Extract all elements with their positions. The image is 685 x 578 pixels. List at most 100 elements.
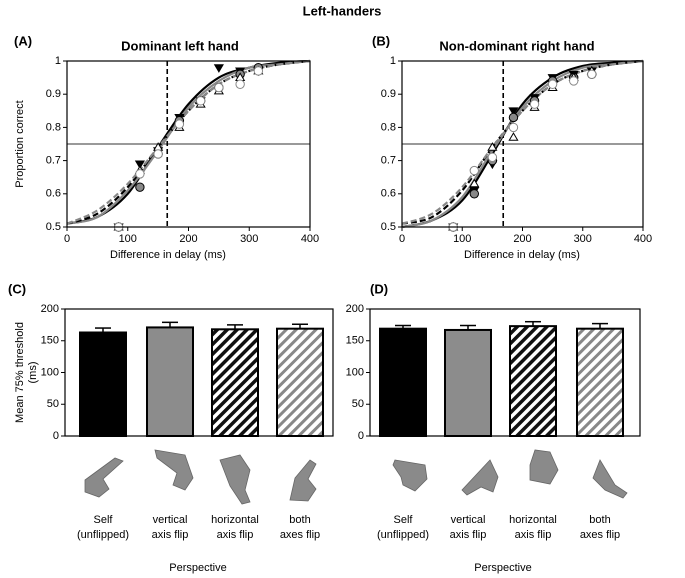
x-tick-label: 200 [179,233,197,245]
y-tick-label: 0.5 [46,221,61,233]
x-tick-label: 100 [119,233,137,245]
data-point [469,178,480,188]
data-point [487,142,498,151]
category-label: both [289,514,310,526]
fit-curve [401,59,644,225]
y-tick-label: 0.6 [46,188,61,200]
y-axis-label: Proportion correct [14,100,26,187]
data-point [213,64,224,73]
y-tick-label: 200 [41,303,59,315]
y-tick-label: 50 [352,398,364,410]
x-tick-label: 0 [399,233,405,245]
y-tick-label: 0.6 [381,188,396,200]
plot-frame [401,60,644,228]
panel-label: (B) [372,33,390,48]
bar [509,325,557,437]
category-label: axis flip [152,529,189,541]
category-label: Self [94,514,114,526]
y-tick-label: 150 [346,335,364,347]
x-tick-label: 100 [453,233,471,245]
x-tick-label: 400 [634,233,652,245]
data-point [469,165,479,176]
data-point [214,82,224,93]
figure-title: Left-handers [303,3,382,18]
data-point [508,122,519,133]
panel-label: (C) [8,281,26,296]
x-axis-label: Difference in delay (ms) [464,249,580,261]
panel-label: (A) [14,33,32,48]
y-tick-label: 0.9 [381,88,396,100]
data-point [135,182,145,192]
category-label: vertical [153,514,188,526]
bar [146,326,194,438]
category-label: vertical [451,514,486,526]
category-label: both [589,514,610,526]
bar [379,327,427,437]
y-axis-label: Mean 75% threshold [14,322,26,423]
data-point [547,79,558,89]
x-tick-label: 200 [513,233,531,245]
x-tick-label: 300 [574,233,592,245]
y-axis-label: (ms) [27,362,39,384]
data-point [529,99,540,109]
data-point [508,132,519,141]
data-point [135,169,145,179]
category-label: (unflipped) [77,529,129,541]
y-tick-label: 0.8 [46,121,61,133]
y-tick-label: 150 [41,335,59,347]
data-point [469,189,479,199]
y-tick-label: 0.7 [381,155,396,167]
hand-icons [84,449,628,505]
x-tick-label: 300 [240,233,258,245]
data-point [235,79,245,89]
bar [276,327,324,437]
fit-curve [401,59,644,225]
x-tick-label: 0 [64,233,70,245]
category-label: Self [394,514,414,526]
bar [79,331,127,437]
y-tick-label: 1 [390,55,396,67]
y-tick-label: 50 [47,398,59,410]
category-label: horizontal [509,514,557,526]
fit-curve [66,59,311,225]
data-point [153,149,163,159]
data-point [587,69,597,79]
data-point [174,119,185,129]
category-label: axis flip [217,529,254,541]
y-tick-label: 0.9 [46,88,61,100]
fit-curve [66,59,311,225]
category-label: axes flip [280,529,320,541]
y-tick-label: 0.8 [381,121,396,133]
bar [576,327,624,437]
fit-curve [66,59,311,225]
panel-label: (D) [370,281,388,296]
y-tick-label: 100 [346,366,364,378]
bar [444,328,492,437]
y-tick-label: 100 [41,366,59,378]
category-label: (unflipped) [377,529,429,541]
bar [211,328,259,438]
y-tick-label: 0 [53,430,59,442]
plot-frame [369,308,641,437]
plot-frame [66,60,311,228]
panel-title: Dominant left hand [121,38,239,53]
data-point [569,76,579,86]
panel-title: Non-dominant right hand [439,38,594,53]
category-label: axes flip [580,529,620,541]
category-label: axis flip [515,529,552,541]
x-axis-label: Perspective [169,562,226,574]
data-point [508,112,519,123]
y-tick-label: 1 [55,55,61,67]
y-tick-label: 0.7 [46,155,61,167]
data-point [487,152,498,162]
x-tick-label: 400 [301,233,319,245]
category-label: axis flip [450,529,487,541]
plot-frame [64,308,334,437]
y-tick-label: 0 [358,430,364,442]
y-tick-label: 200 [346,303,364,315]
x-axis-label: Difference in delay (ms) [110,249,226,261]
y-tick-label: 0.5 [381,221,396,233]
data-point [508,107,519,116]
data-point [134,160,145,170]
